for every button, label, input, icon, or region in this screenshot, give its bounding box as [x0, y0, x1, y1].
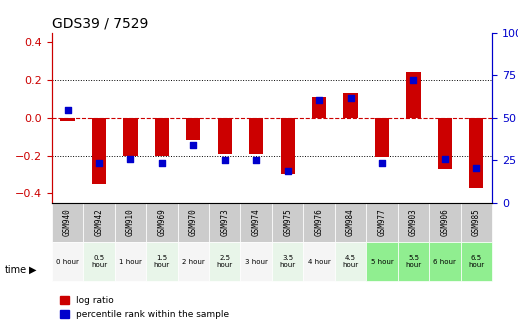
Point: [95, 161, 103, 166]
Point: [472, 165, 481, 170]
Text: 5 hour: 5 hour: [371, 259, 393, 265]
Point: [347, 95, 355, 101]
FancyBboxPatch shape: [83, 203, 114, 242]
Text: 6 hour: 6 hour: [434, 259, 456, 265]
Bar: [155, 118, 169, 156]
Bar: [281, 118, 295, 174]
Text: 4 hour: 4 hour: [308, 259, 330, 265]
Text: GDS39 / 7529: GDS39 / 7529: [52, 16, 148, 30]
FancyBboxPatch shape: [429, 242, 461, 281]
Bar: [469, 118, 483, 188]
FancyBboxPatch shape: [114, 203, 146, 242]
Bar: [218, 118, 232, 154]
Text: GSM910: GSM910: [126, 209, 135, 236]
Bar: [92, 118, 106, 184]
Text: 4.5
hour: 4.5 hour: [342, 255, 358, 268]
Bar: [186, 118, 200, 140]
Bar: [61, 118, 75, 122]
FancyBboxPatch shape: [366, 242, 398, 281]
Point: [126, 156, 135, 161]
Bar: [407, 72, 421, 118]
Text: GSM903: GSM903: [409, 209, 418, 236]
FancyBboxPatch shape: [304, 203, 335, 242]
FancyBboxPatch shape: [429, 203, 461, 242]
Text: 2.5
hour: 2.5 hour: [217, 255, 233, 268]
FancyBboxPatch shape: [335, 203, 366, 242]
Point: [378, 161, 386, 166]
Text: 6.5
hour: 6.5 hour: [468, 255, 484, 268]
FancyBboxPatch shape: [83, 242, 114, 281]
Bar: [312, 97, 326, 118]
FancyBboxPatch shape: [209, 203, 240, 242]
FancyBboxPatch shape: [240, 242, 272, 281]
Point: [409, 77, 418, 82]
FancyBboxPatch shape: [146, 242, 178, 281]
FancyBboxPatch shape: [461, 242, 492, 281]
FancyBboxPatch shape: [178, 203, 209, 242]
Point: [315, 97, 323, 102]
Text: GSM977: GSM977: [378, 209, 386, 236]
Text: 1.5
hour: 1.5 hour: [154, 255, 170, 268]
Bar: [375, 118, 389, 157]
FancyBboxPatch shape: [461, 203, 492, 242]
Text: GSM969: GSM969: [157, 209, 166, 236]
Text: GSM974: GSM974: [252, 209, 261, 236]
Text: GSM940: GSM940: [63, 209, 72, 236]
Text: GSM973: GSM973: [220, 209, 229, 236]
FancyBboxPatch shape: [304, 242, 335, 281]
FancyBboxPatch shape: [272, 242, 304, 281]
Text: ▶: ▶: [28, 265, 36, 275]
Text: 3 hour: 3 hour: [245, 259, 268, 265]
Text: 5.5
hour: 5.5 hour: [406, 255, 422, 268]
FancyBboxPatch shape: [209, 242, 240, 281]
Point: [221, 157, 229, 163]
FancyBboxPatch shape: [114, 242, 146, 281]
Text: time: time: [5, 265, 27, 275]
Point: [157, 161, 166, 166]
Bar: [123, 118, 137, 156]
Point: [252, 157, 261, 163]
Text: GSM906: GSM906: [440, 209, 450, 236]
Point: [63, 108, 71, 113]
FancyBboxPatch shape: [398, 203, 429, 242]
FancyBboxPatch shape: [52, 203, 83, 242]
FancyBboxPatch shape: [335, 242, 366, 281]
Text: GSM984: GSM984: [346, 209, 355, 236]
Bar: [438, 118, 452, 169]
Bar: [343, 93, 357, 118]
FancyBboxPatch shape: [398, 242, 429, 281]
Text: 1 hour: 1 hour: [119, 259, 142, 265]
Legend: log ratio, percentile rank within the sample: log ratio, percentile rank within the sa…: [56, 292, 233, 322]
Text: 3.5
hour: 3.5 hour: [280, 255, 296, 268]
FancyBboxPatch shape: [146, 203, 178, 242]
Bar: [249, 118, 263, 154]
Point: [441, 156, 449, 161]
Point: [189, 142, 197, 147]
Text: 2 hour: 2 hour: [182, 259, 205, 265]
Text: GSM985: GSM985: [472, 209, 481, 236]
Text: GSM942: GSM942: [94, 209, 104, 236]
FancyBboxPatch shape: [272, 203, 304, 242]
FancyBboxPatch shape: [178, 242, 209, 281]
FancyBboxPatch shape: [52, 242, 83, 281]
Text: GSM976: GSM976: [314, 209, 324, 236]
Point: [283, 168, 292, 173]
Text: GSM970: GSM970: [189, 209, 198, 236]
Text: 0 hour: 0 hour: [56, 259, 79, 265]
FancyBboxPatch shape: [240, 203, 272, 242]
Text: 0.5
hour: 0.5 hour: [91, 255, 107, 268]
Text: GSM975: GSM975: [283, 209, 292, 236]
FancyBboxPatch shape: [366, 203, 398, 242]
